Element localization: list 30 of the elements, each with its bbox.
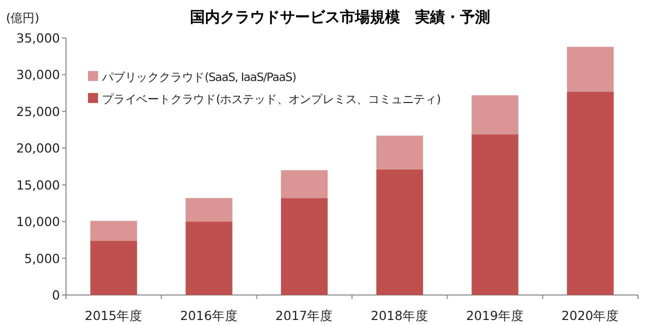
x-tick-label: 2017年度 (275, 308, 334, 323)
legend-label: パブリッククラウド(SaaS, IaaS/PaaS) (101, 70, 296, 84)
bar (566, 46, 614, 92)
legend-label: プライベートクラウド(ホステッド、オンプレミス、コミュニティ) (102, 92, 440, 106)
x-tick-label: 2018年度 (370, 308, 429, 323)
x-tick-label: 2020年度 (561, 308, 620, 323)
y-tick-label: 10,000 (16, 214, 60, 230)
y-tick-label: 35,000 (16, 30, 60, 46)
bar (280, 170, 328, 198)
bar (90, 220, 138, 241)
bar (566, 92, 614, 295)
bar (280, 198, 328, 295)
bar (186, 198, 232, 222)
y-tick-label: 25,000 (16, 104, 60, 119)
chart-title: 国内クラウドサービス市場規模 実績・予測 (190, 8, 490, 26)
y-axis-title: (億円) (6, 11, 40, 25)
y-tick-label: 30,000 (16, 67, 60, 82)
bar (90, 240, 138, 295)
bar (472, 134, 518, 295)
bar (472, 95, 518, 134)
y-tick-label: 0 (52, 288, 60, 302)
y-tick-label: 5,000 (24, 250, 60, 266)
bar (376, 136, 424, 170)
x-tick-label: 2015年度 (84, 308, 143, 323)
y-tick-label: 15,000 (16, 177, 60, 192)
x-tick-label: 2016年度 (180, 308, 238, 323)
x-tick-label: 2019年度 (466, 308, 524, 323)
y-tick-label: 20,000 (16, 140, 60, 156)
bar (186, 222, 232, 295)
bar (376, 169, 424, 295)
